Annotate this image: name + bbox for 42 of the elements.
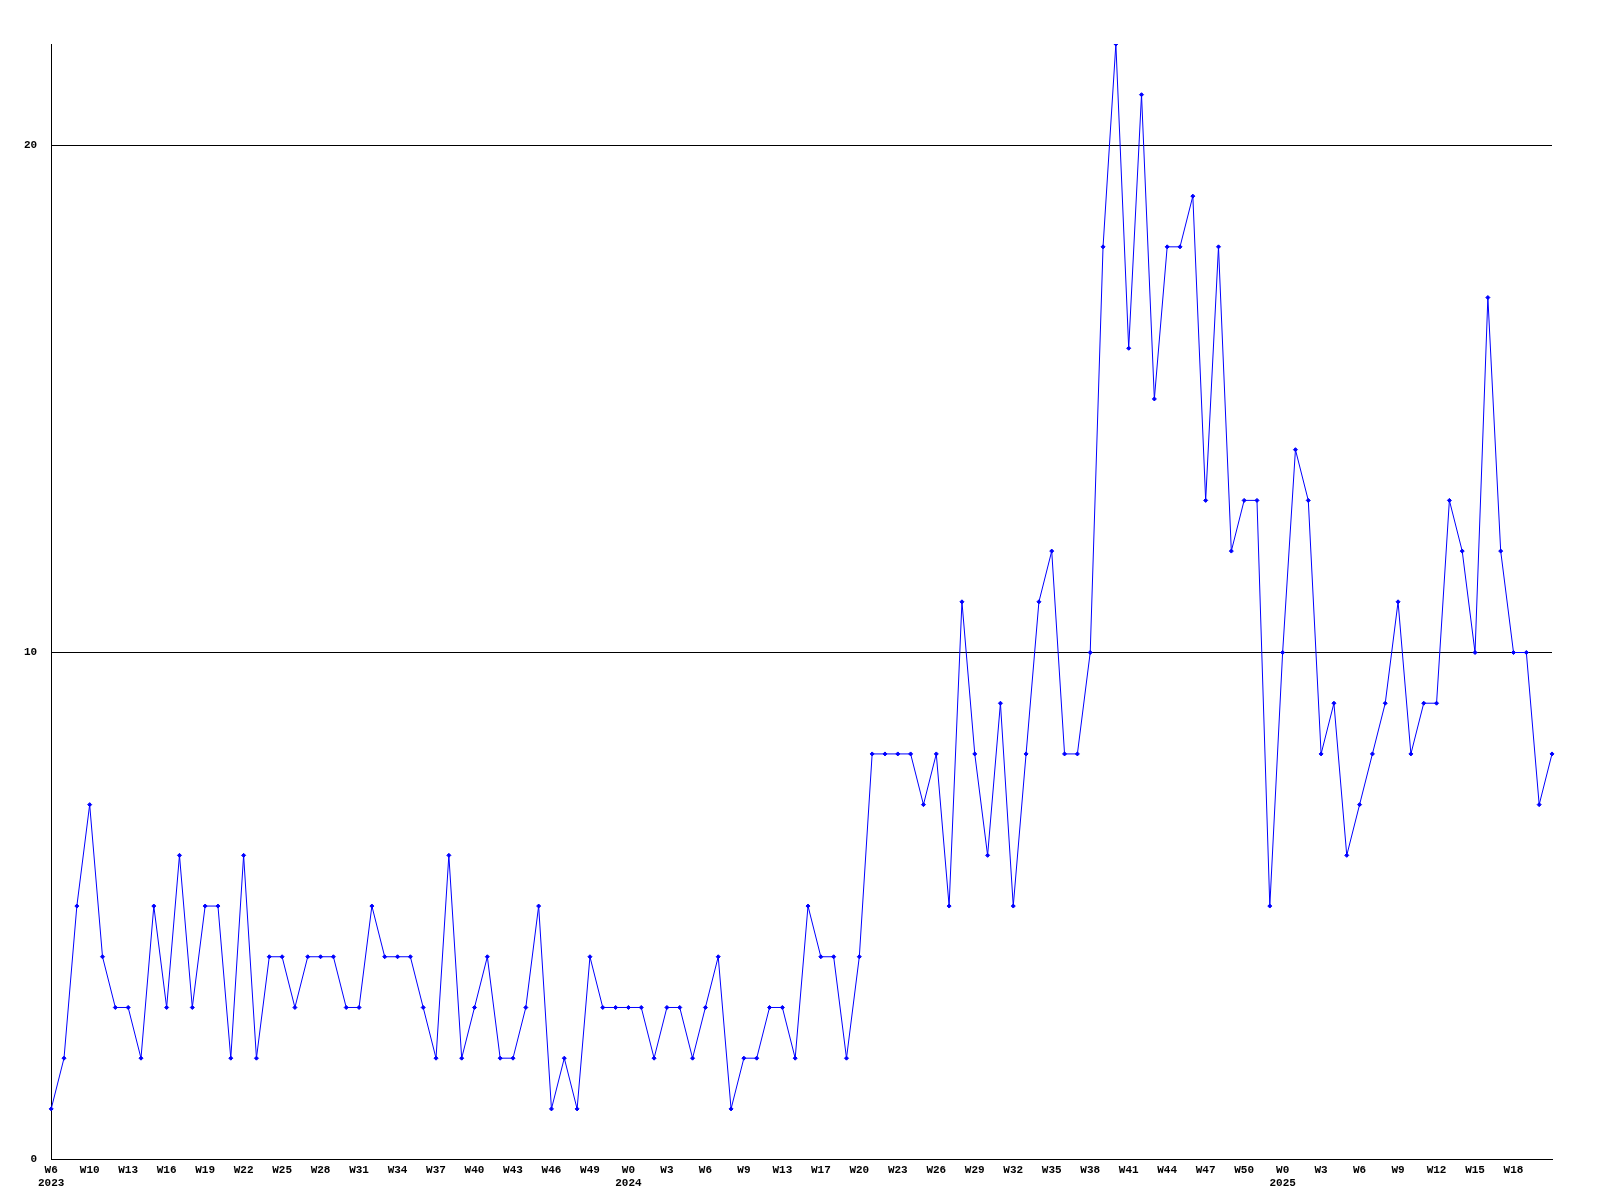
y-tick-label: 0 — [30, 1153, 38, 1166]
x-tick-label: W6 2023 — [38, 1163, 65, 1190]
x-tick-label: W6 — [698, 1163, 712, 1176]
x-tick-label: W44 — [1157, 1163, 1178, 1176]
x-tick-label: W9 — [1391, 1163, 1405, 1176]
x-tick-label: W43 — [503, 1163, 524, 1176]
x-tick-label: W34 — [387, 1163, 408, 1176]
x-tick-label: W29 — [964, 1163, 985, 1176]
x-tick-label: W18 — [1503, 1163, 1524, 1176]
x-tick-label: W41 — [1118, 1163, 1139, 1176]
x-tick-label: W37 — [426, 1163, 446, 1176]
x-tick-label: W15 — [1465, 1163, 1486, 1176]
x-tick-label: W10 — [79, 1163, 100, 1176]
x-tick-label: W22 — [233, 1163, 254, 1176]
x-tick-label: W16 — [156, 1163, 177, 1176]
x-tick-label: W25 — [272, 1163, 293, 1176]
y-tick-label: 20 — [24, 139, 38, 152]
x-tick-label: W0 2025 — [1269, 1163, 1297, 1190]
x-tick-label: W0 2024 — [615, 1163, 643, 1190]
x-tick-label: W6 — [1352, 1163, 1367, 1176]
x-tick-label: W26 — [926, 1163, 947, 1176]
x-tick-label: W40 — [464, 1163, 485, 1176]
x-tick-label: W19 — [195, 1163, 216, 1176]
x-tick-label: W47 — [1195, 1163, 1216, 1176]
x-tick-label: W12 — [1426, 1163, 1447, 1176]
x-tick-label: W28 — [310, 1163, 331, 1176]
x-tick-label: W46 — [541, 1163, 562, 1176]
x-tick-label: W31 — [349, 1163, 370, 1176]
x-tick-label: W23 — [887, 1163, 909, 1176]
x-tick-label: W9 — [737, 1163, 751, 1176]
x-tick-label: W20 — [849, 1163, 870, 1176]
x-tick-label: W3 — [1314, 1163, 1329, 1176]
x-tick-label: W50 — [1234, 1163, 1255, 1176]
x-tick-label: W49 — [580, 1163, 600, 1176]
x-tick-label: W35 — [1041, 1163, 1063, 1176]
x-tick-label: W13 — [118, 1163, 139, 1176]
y-tick-label: 10 — [24, 646, 38, 659]
x-tick-label: W17 — [810, 1163, 831, 1176]
x-tick-label: W13 — [772, 1163, 793, 1176]
x-tick-label: W3 — [660, 1163, 674, 1176]
x-tick-label: W38 — [1080, 1163, 1101, 1176]
x-tick-label: W32 — [1003, 1163, 1024, 1176]
